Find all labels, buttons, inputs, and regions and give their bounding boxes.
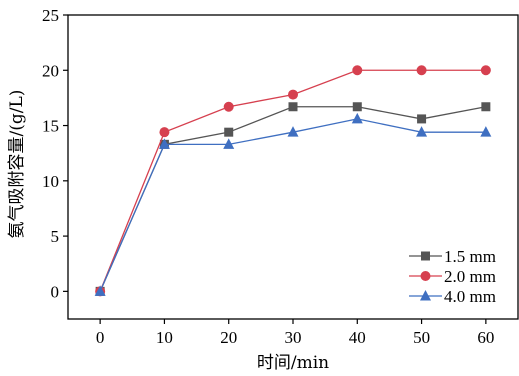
data-point bbox=[94, 285, 106, 296]
data-point bbox=[481, 102, 491, 112]
data-point bbox=[287, 126, 299, 137]
y-axis-title: 氨气吸附容量/(g/L) bbox=[7, 90, 27, 239]
y-tick-label: 15 bbox=[42, 117, 59, 136]
legend-marker bbox=[420, 271, 431, 281]
legend: 1.5 mm2.0 mm4.0 mm bbox=[409, 247, 496, 306]
x-tick-label: 50 bbox=[413, 328, 430, 347]
data-point bbox=[224, 127, 234, 137]
legend-item: 2.0 mm bbox=[409, 267, 496, 286]
x-tick-label: 60 bbox=[477, 328, 494, 347]
data-point bbox=[288, 102, 298, 112]
y-tick-label: 10 bbox=[42, 172, 59, 191]
x-tick-label: 20 bbox=[220, 328, 237, 347]
legend-item: 1.5 mm bbox=[409, 247, 496, 266]
series-layer bbox=[94, 65, 492, 297]
data-point bbox=[288, 89, 298, 100]
y-tick-label: 20 bbox=[42, 61, 59, 80]
legend-label: 1.5 mm bbox=[444, 247, 496, 266]
legend-label: 4.0 mm bbox=[444, 287, 496, 306]
data-point bbox=[158, 138, 170, 149]
y-tick-label: 25 bbox=[42, 6, 59, 25]
legend-marker bbox=[421, 251, 430, 261]
data-point bbox=[159, 127, 170, 138]
legend-marker bbox=[420, 290, 431, 301]
data-point bbox=[480, 65, 491, 76]
x-axis-ticks: 0 10 20 30 40 50 60 bbox=[96, 319, 494, 347]
legend-item: 4.0 mm bbox=[409, 287, 496, 306]
data-point bbox=[223, 138, 235, 149]
x-tick-label: 0 bbox=[96, 328, 105, 347]
x-axis-title: 时间/min bbox=[257, 353, 329, 373]
series-4_0-mm bbox=[94, 112, 492, 296]
y-tick-label: 0 bbox=[51, 282, 60, 301]
y-axis-ticks: 0 5 10 15 20 25 bbox=[42, 6, 68, 301]
data-point bbox=[223, 101, 234, 112]
data-point bbox=[351, 112, 363, 124]
series-2_0-mm bbox=[95, 65, 491, 297]
x-tick-label: 10 bbox=[156, 328, 173, 347]
legend-label: 2.0 mm bbox=[444, 267, 496, 286]
data-point bbox=[352, 102, 362, 112]
data-point bbox=[417, 114, 427, 124]
data-point bbox=[416, 126, 428, 137]
data-point bbox=[480, 126, 492, 137]
data-point bbox=[352, 65, 363, 76]
x-tick-label: 40 bbox=[349, 328, 366, 347]
y-tick-label: 5 bbox=[51, 227, 60, 246]
x-tick-label: 30 bbox=[285, 328, 302, 347]
data-point bbox=[416, 65, 427, 76]
series-line bbox=[99, 118, 486, 292]
